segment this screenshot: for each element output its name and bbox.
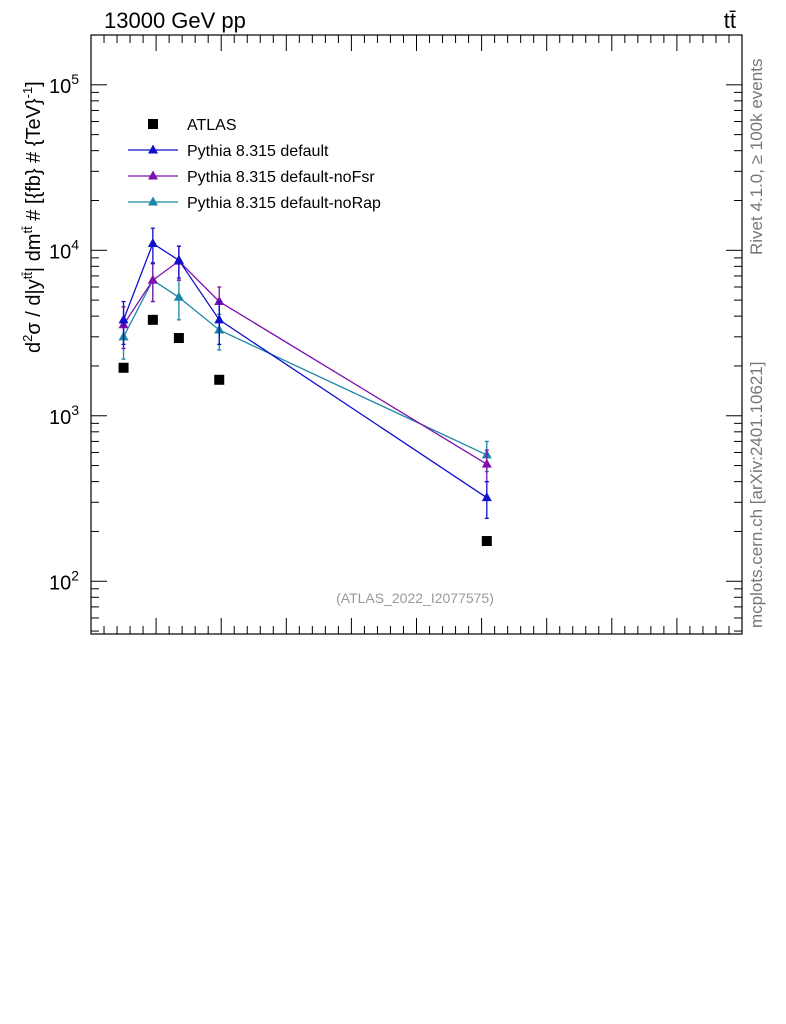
data-point <box>481 458 492 468</box>
analysis-annotation: (ATLAS_2022_I2077575) <box>336 590 494 606</box>
series-line <box>122 279 488 456</box>
data-point <box>214 374 225 385</box>
legend-label: Pythia 8.315 default-noFsr <box>187 169 375 186</box>
chart-title-right: tt̄ <box>724 8 736 33</box>
y-tick-label: 104 <box>49 236 79 263</box>
legend-entry-default: Pythia 8.315 default <box>128 143 329 160</box>
data-point <box>173 291 184 301</box>
legend-label: Pythia 8.315 default <box>187 143 329 160</box>
legend-marker-square <box>148 119 158 129</box>
side-label-mcplots: mcplots.cern.ch [arXiv:2401.10621] <box>747 362 766 628</box>
y-axis-label: d2σ / d|ytt̄| dmtt̄ # [{fb} # {TeV}-1] <box>20 81 45 353</box>
data-point <box>118 314 129 324</box>
side-label-rivet: Rivet 4.1.0, ≥ 100k events <box>747 59 766 255</box>
data-point <box>147 274 158 284</box>
y-tick-label: 105 <box>49 71 79 98</box>
series-pythia-8-315-default-nofsr <box>118 245 492 483</box>
series-atlas <box>118 314 492 547</box>
data-point <box>214 296 225 306</box>
data-point <box>118 362 129 373</box>
series-pythia-8-315-default <box>118 227 492 519</box>
data-point <box>173 254 184 264</box>
legend-marker-triangle <box>148 196 158 206</box>
data-point <box>173 333 184 344</box>
legend-marker-triangle <box>148 144 158 154</box>
y-tick-label: 103 <box>49 402 79 429</box>
legend: ATLAS Pythia 8.315 default Pythia 8.315 … <box>128 117 381 212</box>
legend-label: ATLAS <box>187 117 237 134</box>
data-point <box>147 314 158 325</box>
series-pythia-8-315-default-norap <box>118 263 492 473</box>
data-point <box>214 314 225 324</box>
legend-label: Pythia 8.315 default-noRap <box>187 195 381 212</box>
y-tick-label: 102 <box>49 567 79 594</box>
data-point <box>481 492 492 502</box>
chart-title-left: 13000 GeV pp <box>104 8 246 33</box>
series-line <box>123 260 488 465</box>
legend-entry-norap: Pythia 8.315 default-noRap <box>128 195 381 212</box>
data-point <box>481 536 492 547</box>
legend-entry-atlas: ATLAS <box>148 117 237 134</box>
data-point <box>147 237 158 247</box>
legend-marker-triangle <box>148 170 158 180</box>
legend-entry-nofsr: Pythia 8.315 default-noFsr <box>128 169 375 186</box>
